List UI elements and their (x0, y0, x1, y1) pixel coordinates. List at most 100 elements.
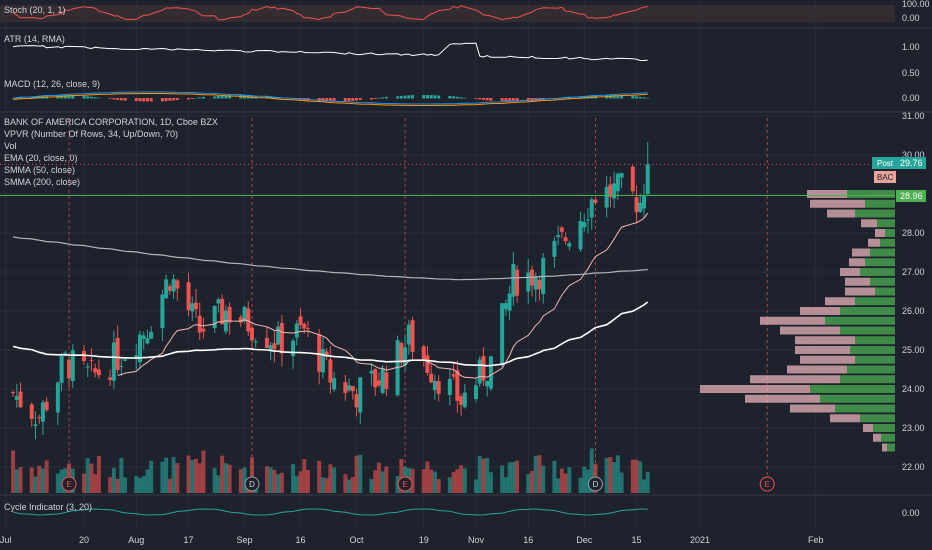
volume-bar (369, 479, 374, 493)
macd-histogram-bar (504, 98, 508, 102)
candle-body (403, 347, 408, 366)
candle-body (608, 184, 613, 197)
candle-body (612, 183, 617, 199)
line-price-value: 28.96 (900, 191, 923, 201)
candle-body (511, 264, 516, 297)
candle-body (29, 404, 34, 419)
candle-body (436, 381, 441, 394)
volume-bar (190, 460, 195, 493)
price-tick-label: 30.00 (902, 150, 925, 160)
volume-bar (503, 477, 508, 493)
volume-bar (298, 471, 303, 493)
time-tick-label: Feb (808, 535, 824, 545)
candle-body (291, 340, 296, 357)
volume-bar (541, 465, 546, 493)
candle-body (324, 351, 329, 357)
candle-body (567, 243, 572, 247)
macd-label: MACD (12, 26, close, 9) (4, 79, 100, 89)
candles[interactable] (11, 142, 650, 440)
macd-histogram-bar (347, 98, 351, 102)
vp-up-bar (881, 433, 895, 442)
macd-histogram-bar (168, 98, 172, 101)
volume-bar (612, 462, 617, 493)
volume-bar (108, 477, 113, 493)
candle-body (67, 359, 72, 379)
post-badge (872, 157, 896, 169)
candle-body (190, 303, 195, 312)
volume-bar (358, 454, 363, 493)
candle-body (630, 166, 635, 192)
macd-histogram-bar (429, 95, 433, 99)
vp-down-bar (745, 394, 820, 403)
volume-bar (18, 467, 23, 493)
event-marker-circle[interactable] (397, 476, 413, 492)
time-tick-label: Dec (576, 535, 593, 545)
volume-bar (515, 460, 520, 493)
candle-body (481, 356, 486, 381)
volume-bar (171, 457, 176, 493)
candle-body (175, 280, 180, 289)
event-marker-label: D (249, 480, 255, 489)
stoch-line (12, 5, 648, 21)
vp-up-bar (810, 385, 895, 393)
macd-histogram-bar (407, 95, 411, 99)
candle-body (582, 221, 587, 228)
volume-bar (384, 466, 389, 493)
macd-histogram-bar (642, 97, 646, 99)
vp-down-bar (795, 346, 850, 354)
candle-body (108, 377, 113, 380)
post-price-value: 29.76 (900, 158, 923, 168)
candle-body (369, 370, 374, 374)
event-marker-circle[interactable] (759, 476, 775, 492)
macd-histogram-bar (37, 95, 41, 99)
volume-bar (59, 469, 64, 493)
candle-body (399, 342, 404, 363)
candle-body (638, 202, 643, 212)
volume-bar (347, 479, 352, 493)
macd-histogram-bar (620, 95, 624, 99)
macd-histogram-bar (34, 96, 37, 99)
candle-body (384, 372, 389, 389)
volume-bar (194, 458, 198, 493)
vp-down-bar (800, 355, 855, 364)
event-marker-circle[interactable] (61, 476, 77, 492)
vp-down-bar (849, 258, 865, 267)
volume-bar (619, 472, 624, 493)
chart-title: BANK OF AMERICA CORPORATION, 1D, Cboe BZ… (4, 117, 218, 127)
candle-body (201, 328, 206, 332)
macd-histogram-bar (172, 98, 176, 101)
macd-histogram-bar (489, 98, 493, 101)
macd-histogram-bar (399, 95, 403, 99)
time-axis: Jul 20 Aug 17 Sep 16 Oct 19 Nov 16 Dec 15 2021 Feb (0, 535, 823, 545)
vp-down-bar (790, 404, 835, 413)
volume-bar (89, 463, 94, 493)
volume-bar (149, 460, 154, 493)
vp-up-bar (877, 219, 895, 228)
macd-histogram-bar (108, 98, 112, 99)
volume-bar (436, 479, 441, 493)
macd-histogram-bar (474, 98, 478, 99)
candle-body (619, 173, 624, 178)
macd-histogram-bar (142, 98, 146, 102)
candle-body (268, 345, 273, 351)
volume-bar (145, 469, 150, 493)
volume-bar (37, 465, 42, 493)
vp-up-bar (875, 287, 895, 296)
vp-up-bar (887, 443, 895, 452)
event-marker-circle[interactable] (244, 476, 260, 492)
volume-bar (451, 472, 456, 493)
atr-tick-1: 1.00 (902, 42, 920, 52)
volume-bar (164, 457, 169, 493)
volume-bar (175, 463, 180, 493)
candle-body (186, 282, 191, 311)
volume-bar (559, 468, 564, 493)
event-marker-circle[interactable] (587, 476, 603, 492)
macd-signal-line (13, 93, 648, 106)
candle-body (589, 199, 594, 218)
volume-bar (134, 475, 139, 493)
time-tick-label: 2021 (690, 535, 710, 545)
volume-bar (537, 455, 542, 493)
candle-body (406, 324, 411, 345)
